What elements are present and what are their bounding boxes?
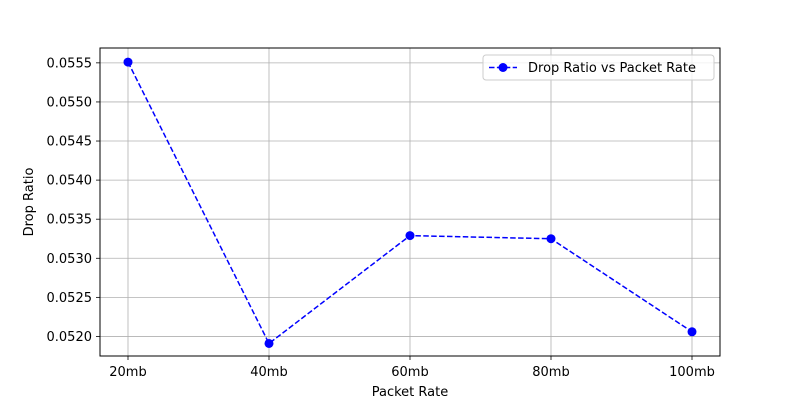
legend-entry-label: Drop Ratio vs Packet Rate xyxy=(528,61,696,76)
data-point-60mb xyxy=(405,231,415,241)
y-axis-label: Drop Ratio xyxy=(22,168,37,237)
y-tick-label: 0.0535 xyxy=(47,213,93,228)
data-point-100mb xyxy=(687,327,697,337)
x-tick-label: 20mb xyxy=(109,365,146,380)
legend-box xyxy=(482,54,715,81)
x-tick-label: 100mb xyxy=(669,365,715,380)
y-tick-label: 0.0550 xyxy=(47,95,93,110)
data-point-40mb xyxy=(264,338,274,348)
x-tick-label: 80mb xyxy=(532,365,569,380)
y-tick-label: 0.0520 xyxy=(47,330,93,345)
data-point-20mb xyxy=(123,57,133,67)
y-tick-label: 0.0530 xyxy=(47,252,93,267)
x-tick-label: 60mb xyxy=(391,365,428,380)
x-axis-label: Packet Rate xyxy=(372,385,448,400)
data-point-80mb xyxy=(546,234,556,244)
x-tick-label: 40mb xyxy=(250,365,287,380)
y-tick-label: 0.0525 xyxy=(47,291,93,306)
y-tick-label: 0.0545 xyxy=(47,135,93,150)
grid-layer xyxy=(100,48,720,356)
legend: Drop Ratio vs Packet Rate xyxy=(482,54,715,81)
y-tick-label: 0.0540 xyxy=(47,174,93,189)
ticks-layer: 20mb 40mb 60mb 80mb 100mb 0.0520 0.0525 0.0530 0… xyxy=(47,56,715,380)
y-tick-label: 0.0555 xyxy=(47,56,93,71)
series-layer xyxy=(123,57,697,348)
legend-marker xyxy=(498,63,508,72)
